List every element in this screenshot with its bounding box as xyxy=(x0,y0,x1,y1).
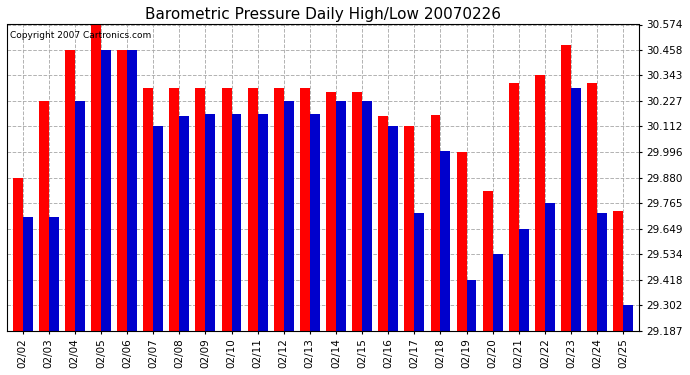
Bar xyxy=(127,50,137,330)
Bar xyxy=(457,152,466,330)
Bar xyxy=(388,126,398,330)
Bar xyxy=(362,101,372,330)
Bar xyxy=(466,280,477,330)
Bar xyxy=(587,83,597,330)
Bar xyxy=(519,229,529,330)
Bar xyxy=(257,114,268,330)
Bar xyxy=(378,116,388,330)
Bar xyxy=(39,101,49,330)
Bar xyxy=(153,126,163,330)
Bar xyxy=(232,114,241,330)
Bar xyxy=(310,114,319,330)
Bar xyxy=(169,88,179,330)
Bar xyxy=(623,305,633,330)
Bar xyxy=(483,191,493,330)
Bar xyxy=(404,126,414,330)
Bar xyxy=(414,213,424,330)
Bar xyxy=(248,88,257,330)
Bar xyxy=(117,50,127,330)
Bar xyxy=(195,88,206,330)
Bar xyxy=(206,114,215,330)
Bar xyxy=(284,101,294,330)
Bar xyxy=(49,217,59,330)
Bar xyxy=(23,217,32,330)
Bar xyxy=(352,92,362,330)
Bar xyxy=(440,151,451,330)
Bar xyxy=(144,88,153,330)
Bar xyxy=(75,101,85,330)
Bar xyxy=(561,45,571,330)
Bar xyxy=(274,88,284,330)
Bar xyxy=(326,92,336,330)
Bar xyxy=(535,75,545,330)
Bar xyxy=(221,88,232,330)
Bar xyxy=(613,211,623,330)
Bar xyxy=(12,178,23,330)
Bar xyxy=(509,83,519,330)
Bar xyxy=(493,254,502,330)
Bar xyxy=(597,213,607,330)
Bar xyxy=(179,116,189,330)
Bar xyxy=(300,88,310,330)
Bar xyxy=(91,24,101,330)
Title: Barometric Pressure Daily High/Low 20070226: Barometric Pressure Daily High/Low 20070… xyxy=(145,7,501,22)
Bar xyxy=(101,50,111,330)
Bar xyxy=(545,203,555,330)
Bar xyxy=(571,88,581,330)
Text: Copyright 2007 Cartronics.com: Copyright 2007 Cartronics.com xyxy=(10,31,151,40)
Bar xyxy=(431,115,440,330)
Bar xyxy=(336,101,346,330)
Bar xyxy=(65,50,75,330)
